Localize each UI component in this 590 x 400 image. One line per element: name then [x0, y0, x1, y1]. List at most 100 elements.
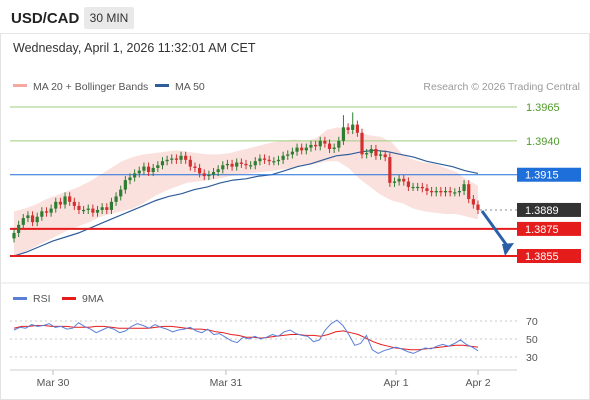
- x-label-1: Mar 31: [210, 377, 243, 389]
- candle-body: [286, 154, 290, 156]
- candle-body: [402, 178, 406, 182]
- candles: [12, 112, 480, 243]
- candle-body: [272, 161, 276, 163]
- level-badge-1-3889: [517, 202, 581, 217]
- candle-body: [68, 196, 72, 202]
- candle-body: [174, 158, 178, 160]
- candle-body: [360, 132, 364, 155]
- candle-body: [12, 232, 16, 239]
- rsi-tick-30: 30: [526, 352, 538, 364]
- level-badge-1-3875: [517, 221, 581, 236]
- candle-body: [151, 167, 155, 173]
- bollinger-band-fill: [14, 127, 478, 256]
- level-badge-1-3855: [517, 249, 581, 263]
- candle-body: [91, 208, 95, 213]
- x-label-2: Apr 1: [383, 377, 408, 389]
- candle-body: [471, 199, 475, 205]
- candle-body: [40, 211, 44, 217]
- level-badge-1-3915: [517, 167, 581, 182]
- candle-body: [179, 155, 183, 160]
- candle-body: [411, 186, 415, 189]
- candle-body: [378, 154, 383, 156]
- candle-body: [58, 201, 62, 205]
- candle-body: [467, 184, 471, 200]
- rsi-grid: 70 50 30: [10, 316, 538, 364]
- candle-body: [17, 224, 21, 233]
- candle-body: [434, 190, 438, 193]
- candle-body: [443, 190, 448, 193]
- candle-body: [476, 204, 480, 210]
- candle-body: [193, 166, 197, 168]
- candle-body: [188, 159, 192, 167]
- level-label-1-3875: 1.3875: [525, 224, 559, 236]
- rsi-legend-swatch: [13, 297, 27, 300]
- candle-body: [290, 151, 294, 155]
- candle-body: [462, 184, 466, 191]
- candle-body: [406, 181, 410, 187]
- candle-body: [44, 211, 49, 213]
- candle-body: [160, 161, 165, 166]
- candle-body: [351, 124, 355, 131]
- rsi-tick-70: 70: [526, 316, 538, 328]
- rsi-ma-legend-label: 9MA: [82, 293, 104, 305]
- candle-body: [207, 174, 211, 177]
- candle-body: [439, 190, 443, 193]
- candle-body: [235, 162, 239, 167]
- candle-body: [453, 192, 457, 194]
- bollinger-bands: [14, 127, 478, 256]
- candle-body: [267, 159, 271, 162]
- candle-body: [397, 178, 401, 182]
- candle-body: [337, 140, 341, 148]
- candle-body: [133, 173, 137, 178]
- rsi-tick-50: 50: [526, 334, 538, 346]
- candle-body: [327, 143, 332, 149]
- candle-body: [304, 147, 308, 151]
- candle-body: [341, 127, 346, 141]
- candle-body: [225, 163, 230, 166]
- candle-body: [95, 209, 100, 213]
- candle-body: [332, 147, 336, 149]
- price-levels: [10, 106, 517, 257]
- candle-body: [221, 165, 225, 170]
- ma50-legend-label: MA 50: [175, 81, 205, 93]
- rsi-ma-legend-swatch: [62, 297, 76, 300]
- level-label-1-3915: 1.3915: [525, 170, 559, 182]
- candle-body: [300, 147, 304, 151]
- candle-body: [198, 167, 202, 174]
- candle-body: [318, 140, 322, 147]
- candle-body: [30, 215, 35, 223]
- x-label-0: Mar 30: [37, 377, 70, 389]
- candle-body: [365, 153, 369, 155]
- candle-body: [137, 170, 141, 174]
- level-label-1-3889: 1.3889: [525, 205, 559, 217]
- candle-body: [420, 186, 424, 189]
- level-label-1-3965: 1.3965: [526, 102, 560, 114]
- candle-body: [146, 166, 151, 173]
- candle-body: [295, 147, 299, 152]
- candle-body: [425, 188, 429, 191]
- ma50-legend-swatch: [155, 84, 169, 87]
- candle-body: [77, 205, 81, 210]
- projection-arrow: [480, 210, 514, 256]
- candle-body: [72, 201, 76, 206]
- price-level-labels: 1.3965 1.3940 1.3915 1.3889 1.3875 1.3855: [517, 102, 581, 263]
- candle-body: [258, 158, 262, 162]
- candle-body: [184, 155, 188, 160]
- candle-body: [21, 218, 25, 225]
- candle-body: [383, 154, 387, 158]
- research-credit: Research © 2026 Trading Central: [423, 81, 580, 93]
- candle-body: [156, 165, 160, 168]
- candle-body: [457, 190, 462, 193]
- timeframe-button[interactable]: 30 MIN: [84, 7, 134, 29]
- candle-body: [230, 163, 234, 167]
- candle-body: [262, 158, 267, 160]
- level-label-1-3940: 1.3940: [526, 136, 560, 148]
- bollinger-legend-swatch: [13, 84, 27, 87]
- candle-body: [35, 216, 39, 223]
- x-label-3: Apr 2: [465, 377, 490, 389]
- candle-body: [82, 209, 86, 212]
- candle-body: [26, 215, 30, 219]
- candle-body: [416, 186, 420, 189]
- candle-body: [281, 155, 285, 160]
